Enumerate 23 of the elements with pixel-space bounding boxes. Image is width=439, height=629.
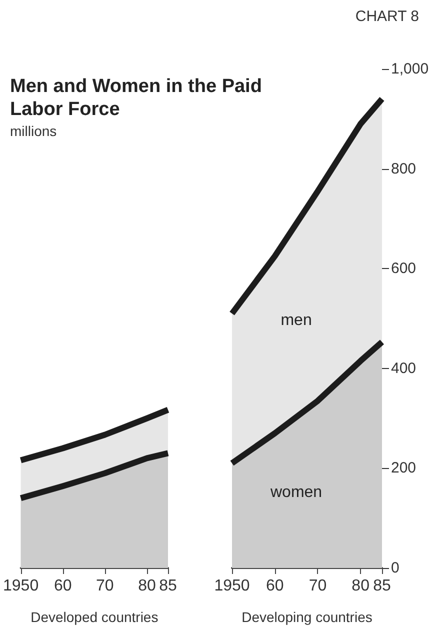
- y-tick-label: 200: [391, 460, 416, 477]
- x-tick-label: 60: [54, 578, 72, 594]
- x-tick-label: 85: [159, 578, 177, 594]
- text: Men and Women in the Paid Labor Force: [10, 75, 263, 121]
- y-tick-label: 1,000: [391, 60, 429, 78]
- x-tick-label: 85: [373, 578, 391, 594]
- x-tick-label: 60: [266, 578, 284, 594]
- x-tick-label: 70: [96, 578, 114, 594]
- x-tick-label: 80: [352, 578, 370, 594]
- y-tick-label: 600: [391, 260, 416, 278]
- caption: CHART 8: [355, 8, 419, 25]
- series-label: men: [280, 312, 312, 329]
- x-tick-label: 80: [138, 578, 156, 594]
- y-tick-label: 800: [391, 160, 416, 178]
- x-tick-label: 70: [308, 578, 327, 594]
- x-tick-label: 1950: [3, 578, 39, 594]
- text: millions: [10, 123, 57, 139]
- x-axis-title: Developed countries: [30, 609, 158, 625]
- y-tick-label: 400: [391, 360, 416, 377]
- series-label: women: [269, 484, 322, 502]
- x-tick-label: 1950: [214, 578, 250, 594]
- y-tick-label: 0: [391, 560, 400, 576]
- x-axis-title: Developing countries: [242, 609, 372, 625]
